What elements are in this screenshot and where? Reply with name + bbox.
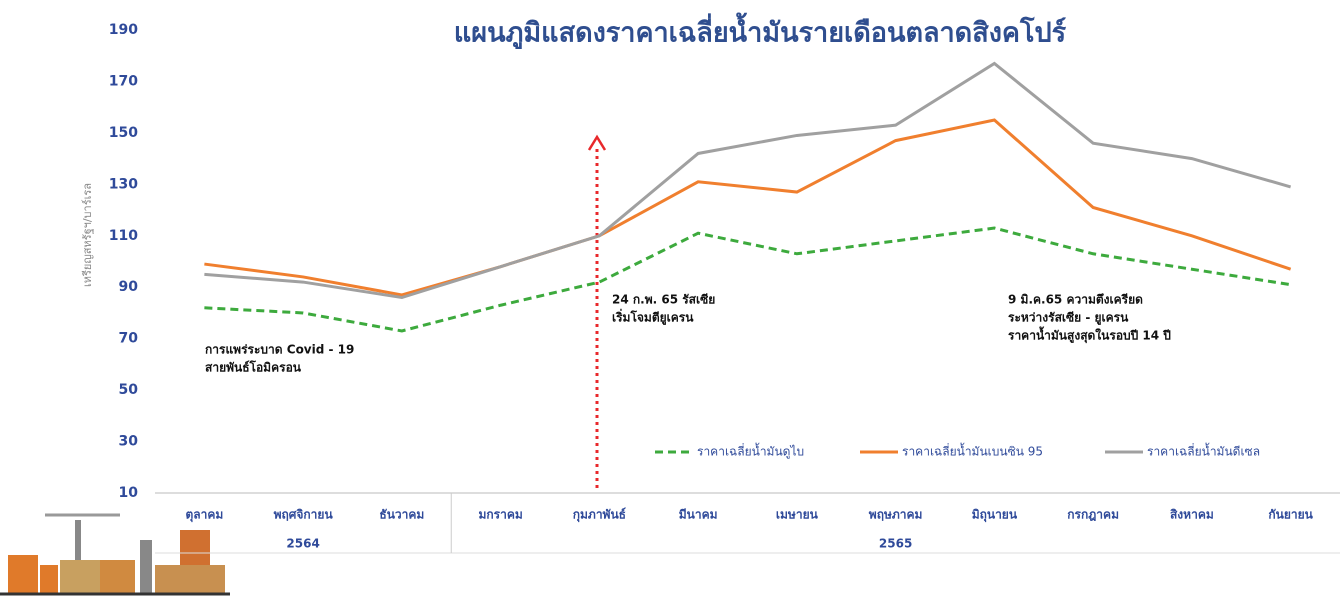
legend-label: ราคาเฉลี่ยน้ำมันดีเซล (1147, 443, 1260, 459)
y-axis-label: เหรียญสหรัฐฯ/บาร์เรล (81, 183, 94, 287)
x-tick-label: มกราคม (478, 508, 522, 522)
y-tick-label: 70 (119, 331, 139, 347)
annotation: สายพันธ์โอมิครอน (205, 360, 302, 375)
annotation: การแพร่ระบาด Covid - 19 (205, 343, 354, 357)
y-tick-label: 110 (109, 228, 138, 244)
x-tick-label: มิถุนายน (972, 508, 1018, 523)
y-tick-label: 190 (109, 22, 138, 38)
x-tick-label: กุมภาพันธ์ (573, 508, 626, 523)
annotation: 9 มิ.ค.65 ความตึงเครียด (1008, 293, 1143, 307)
y-tick-label: 50 (119, 382, 139, 398)
year-label: 2565 (879, 537, 912, 551)
series-line (204, 226, 1291, 333)
legend-label: ราคาเฉลี่ยน้ำมันเบนซิน 95 (902, 443, 1043, 459)
x-tick-label: มีนาคม (679, 508, 718, 522)
y-tick-label: 130 (109, 176, 138, 192)
chart-title: แผนภูมิแสดงราคาเฉลี่ยน้ำมันรายเดือนตลาดส… (454, 12, 1067, 50)
y-tick-label: 150 (109, 125, 138, 141)
series-line (204, 61, 1292, 300)
arrow-head (587, 134, 607, 151)
x-tick-label: กรกฎาคม (1067, 508, 1119, 522)
annotation: ราคาน้ำมันสูงสุดในรอบปี 14 ปี (1008, 326, 1171, 344)
annotation: เริ่มโจมตียูเครน (612, 309, 694, 326)
x-tick-label: เมษายน (776, 508, 819, 522)
x-tick-label: สิงหาคม (1170, 508, 1214, 522)
y-tick-label: 170 (109, 73, 138, 89)
x-tick-label: พฤศจิกายน (274, 508, 334, 522)
x-tick-label: พฤษภาคม (869, 508, 923, 522)
factory-icon (0, 513, 230, 596)
legend-label: ราคาเฉลี่ยน้ำมันดูไบ (697, 443, 804, 460)
x-tick-label: กันยายน (1268, 508, 1313, 522)
series-line (204, 118, 1292, 297)
annotation: 24 ก.พ. 65 รัสเซีย (612, 293, 715, 307)
year-label: 2564 (286, 537, 319, 551)
x-tick-label: ตุลาคม (185, 508, 223, 523)
y-tick-label: 30 (119, 434, 139, 450)
annotation: ระหว่างรัสเซีย - ยูเครน (1008, 311, 1129, 326)
y-tick-label: 10 (119, 485, 139, 501)
x-tick-label: ธันวาคม (379, 508, 424, 522)
y-tick-label: 90 (119, 279, 139, 295)
